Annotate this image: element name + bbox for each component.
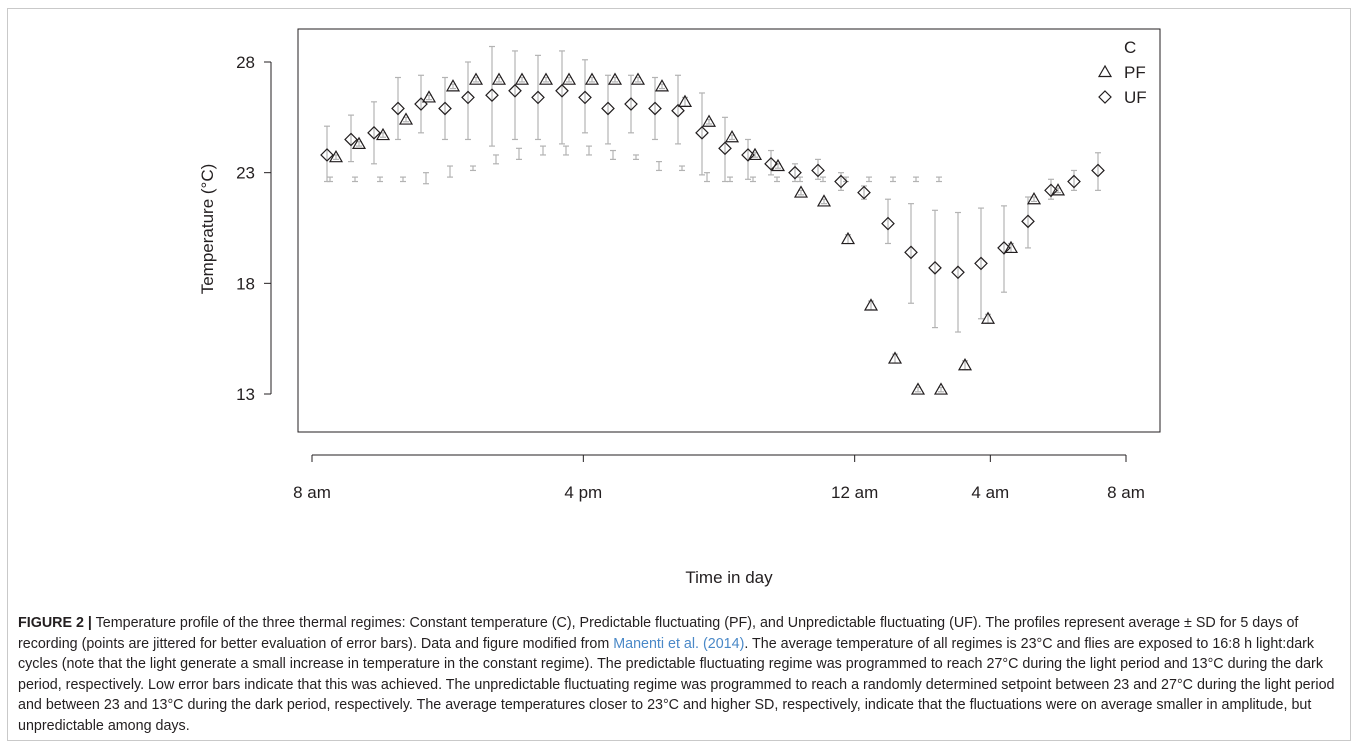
pf-point: [445, 79, 461, 92]
uf-point: [974, 256, 988, 271]
uf-point: [508, 83, 522, 98]
pf-point: [1050, 183, 1066, 196]
pf-point: [491, 72, 507, 85]
pf-point: [607, 72, 623, 85]
pf-point: [887, 351, 903, 364]
uf-point: [788, 165, 802, 180]
uf-point: [741, 148, 755, 162]
legend-label: UF: [1124, 88, 1147, 107]
uf-point: [344, 132, 358, 147]
uf-point: [881, 216, 895, 231]
uf-point: [951, 265, 965, 280]
uf-point: [555, 83, 569, 98]
uf-point: [997, 241, 1011, 255]
uf-point: [718, 141, 732, 156]
pf-point: [701, 114, 717, 127]
pf-point: [910, 382, 926, 395]
legend-pf-symbol: [1097, 64, 1113, 78]
pf-point: [747, 147, 763, 161]
uf-point: [461, 90, 475, 105]
x-tick-label: 12 am: [831, 483, 878, 502]
temperature-chart: 8 am 4 pm 12 am 4 am 8 am 13 18 23 28 C PF UF Time…: [198, 28, 1161, 587]
pf-point: [724, 130, 740, 143]
pf-point: [398, 112, 414, 125]
pf-point: [863, 298, 879, 311]
figure-caption: FIGURE 2 | Temperature profile of the th…: [18, 613, 1340, 737]
uf-point: [438, 101, 452, 116]
uf-point: [904, 245, 918, 260]
figure-frame: [7, 8, 1351, 741]
pf-point: [793, 185, 809, 198]
caption-reference-link[interactable]: Manenti et al. (2014): [613, 635, 745, 652]
pf-point: [980, 311, 996, 324]
uf-point: [811, 163, 825, 178]
uf-point: [601, 101, 615, 116]
pf-point: [538, 72, 554, 85]
uf-point: [531, 90, 545, 105]
x-tick-label: 4 am: [971, 483, 1009, 502]
uf-point: [367, 125, 381, 140]
uf-point: [485, 88, 499, 103]
uf-point: [320, 148, 334, 162]
pf-point: [1026, 192, 1042, 205]
pf-point: [957, 358, 973, 371]
x-axis-label: Time in day: [685, 568, 773, 587]
x-tick-label: 8 am: [1107, 483, 1145, 502]
uf-point: [695, 125, 709, 140]
uf-point: [857, 185, 871, 200]
legend-uf-symbol: [1098, 90, 1112, 104]
pf-point: [840, 231, 856, 245]
uf-point: [414, 97, 428, 111]
x-tick-label: 4 pm: [564, 483, 602, 502]
pf-point: [1003, 240, 1019, 254]
pf-point: [630, 72, 646, 85]
y-tick-label: 13: [236, 385, 255, 404]
pf-point: [561, 72, 577, 85]
pf-point: [375, 127, 391, 141]
uf-point: [1044, 183, 1058, 198]
uf-point: [671, 103, 685, 118]
uf-point: [1067, 174, 1081, 189]
pf-point: [677, 94, 693, 107]
pf-point: [514, 72, 530, 85]
uf-point: [1091, 163, 1105, 178]
legend-label: C: [1124, 38, 1136, 57]
y-axis-label: Temperature (°C): [198, 164, 217, 295]
uf-point: [1021, 214, 1035, 229]
plot-area-frame: [297, 28, 1161, 433]
uf-point: [391, 101, 405, 116]
uf-point: [648, 101, 662, 116]
uf-point: [624, 97, 638, 111]
x-tick-label: 8 am: [293, 483, 331, 502]
pf-point: [654, 79, 670, 92]
pf-point: [816, 194, 832, 207]
uf-point: [764, 156, 778, 171]
y-tick-label: 18: [236, 274, 255, 293]
pf-point: [328, 149, 344, 163]
uf-point: [928, 260, 942, 275]
y-tick-label: 23: [236, 164, 255, 183]
pf-point: [468, 72, 484, 85]
uf-point: [578, 90, 592, 105]
pf-point: [421, 90, 437, 103]
caption-text-part2: . The average temperature of all regimes…: [18, 635, 1335, 734]
pf-point: [933, 382, 949, 395]
uf-point: [834, 174, 848, 189]
caption-label: FIGURE 2 |: [18, 615, 92, 631]
y-tick-label: 28: [236, 53, 255, 72]
legend-label: PF: [1124, 63, 1146, 82]
pf-point: [351, 136, 367, 149]
pf-point: [584, 72, 600, 85]
caption-text-part1: Temperature profile of the three thermal…: [18, 615, 1299, 652]
